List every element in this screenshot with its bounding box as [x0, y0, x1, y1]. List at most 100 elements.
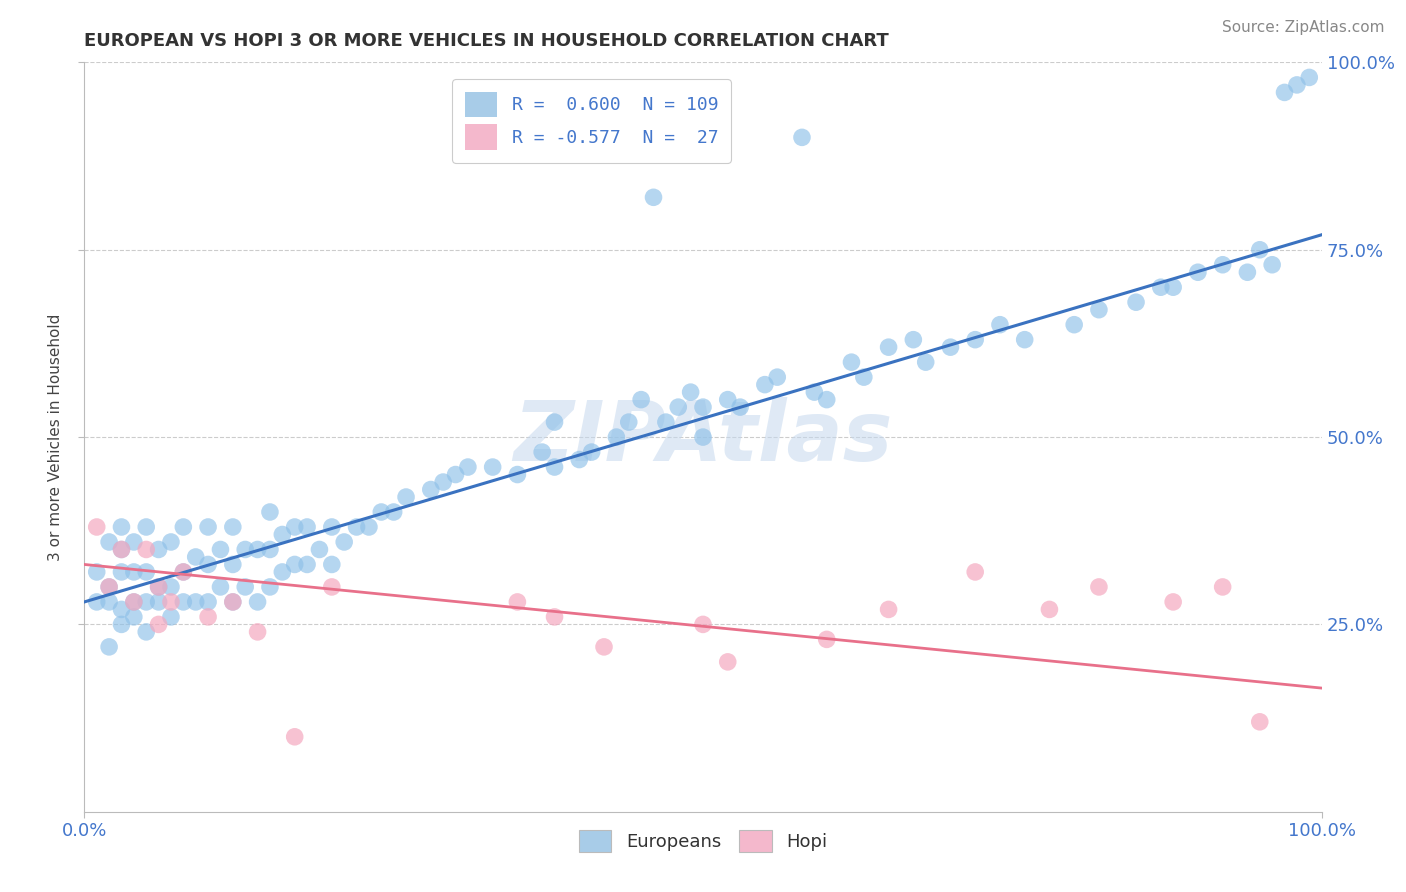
Point	[172, 565, 194, 579]
Point	[110, 617, 132, 632]
Point	[148, 580, 170, 594]
Point	[1298, 70, 1320, 85]
Point	[1014, 333, 1036, 347]
Point	[766, 370, 789, 384]
Point	[122, 595, 145, 609]
Point	[172, 565, 194, 579]
Point	[1038, 602, 1060, 616]
Point	[197, 558, 219, 572]
Point	[803, 385, 825, 400]
Point	[506, 595, 529, 609]
Point	[110, 542, 132, 557]
Point	[630, 392, 652, 407]
Point	[1212, 258, 1234, 272]
Point	[172, 520, 194, 534]
Point	[184, 595, 207, 609]
Point	[531, 445, 554, 459]
Point	[259, 505, 281, 519]
Point	[222, 520, 245, 534]
Point	[346, 520, 368, 534]
Point	[184, 549, 207, 564]
Point	[86, 595, 108, 609]
Point	[122, 535, 145, 549]
Point	[1261, 258, 1284, 272]
Point	[160, 580, 183, 594]
Point	[233, 580, 256, 594]
Point	[197, 610, 219, 624]
Point	[543, 610, 565, 624]
Point	[333, 535, 356, 549]
Point	[877, 602, 900, 616]
Point	[284, 558, 307, 572]
Point	[197, 595, 219, 609]
Point	[86, 520, 108, 534]
Point	[593, 640, 616, 654]
Point	[259, 542, 281, 557]
Point	[1088, 580, 1111, 594]
Point	[148, 617, 170, 632]
Point	[1249, 243, 1271, 257]
Point	[110, 542, 132, 557]
Point	[135, 565, 157, 579]
Point	[160, 535, 183, 549]
Point	[506, 467, 529, 482]
Point	[1150, 280, 1173, 294]
Point	[1212, 580, 1234, 594]
Text: ZIPAtlas: ZIPAtlas	[513, 397, 893, 477]
Point	[233, 542, 256, 557]
Point	[110, 565, 132, 579]
Point	[728, 400, 751, 414]
Point	[568, 452, 591, 467]
Point	[370, 505, 392, 519]
Point	[643, 190, 665, 204]
Point	[914, 355, 936, 369]
Point	[135, 624, 157, 639]
Point	[284, 730, 307, 744]
Point	[148, 595, 170, 609]
Point	[655, 415, 678, 429]
Point	[110, 602, 132, 616]
Point	[1161, 280, 1184, 294]
Point	[321, 558, 343, 572]
Point	[160, 595, 183, 609]
Point	[98, 580, 121, 594]
Point	[543, 460, 565, 475]
Point	[965, 565, 987, 579]
Point	[98, 640, 121, 654]
Point	[308, 542, 330, 557]
Text: EUROPEAN VS HOPI 3 OR MORE VEHICLES IN HOUSEHOLD CORRELATION CHART: EUROPEAN VS HOPI 3 OR MORE VEHICLES IN H…	[84, 32, 889, 50]
Point	[160, 610, 183, 624]
Point	[382, 505, 405, 519]
Point	[122, 610, 145, 624]
Point	[852, 370, 875, 384]
Point	[135, 520, 157, 534]
Point	[1285, 78, 1308, 92]
Point	[209, 542, 232, 557]
Point	[877, 340, 900, 354]
Y-axis label: 3 or more Vehicles in Household: 3 or more Vehicles in Household	[48, 313, 63, 561]
Point	[135, 542, 157, 557]
Point	[222, 558, 245, 572]
Point	[98, 535, 121, 549]
Point	[605, 430, 627, 444]
Point	[357, 520, 380, 534]
Point	[395, 490, 418, 504]
Point	[271, 527, 294, 541]
Point	[222, 595, 245, 609]
Point	[122, 565, 145, 579]
Point	[815, 392, 838, 407]
Point	[692, 400, 714, 414]
Point	[1249, 714, 1271, 729]
Point	[543, 415, 565, 429]
Point	[284, 520, 307, 534]
Point	[717, 655, 740, 669]
Point	[246, 595, 269, 609]
Point	[98, 580, 121, 594]
Point	[246, 542, 269, 557]
Point	[321, 580, 343, 594]
Point	[666, 400, 689, 414]
Point	[1161, 595, 1184, 609]
Point	[122, 595, 145, 609]
Point	[246, 624, 269, 639]
Point	[432, 475, 454, 489]
